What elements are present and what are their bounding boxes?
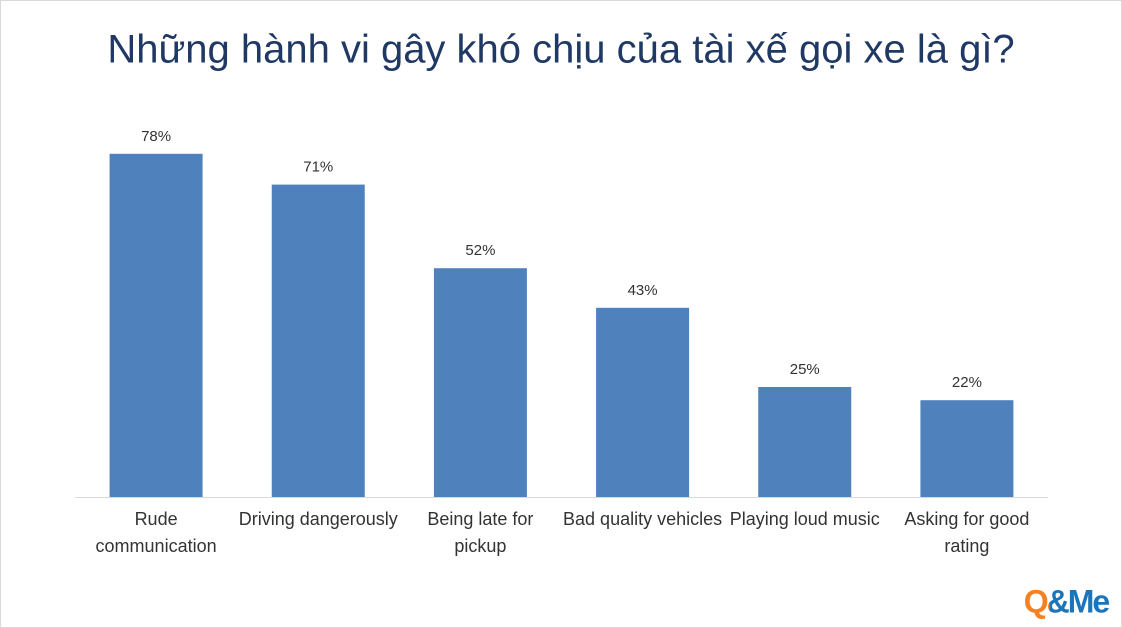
value-label: 78%	[141, 128, 171, 145]
bar	[596, 307, 690, 497]
x-tick-label: Asking for good rating	[904, 509, 1030, 556]
value-label: 52%	[465, 242, 495, 259]
bar	[271, 184, 365, 497]
x-tick-label: Bad quality vehicles	[563, 509, 723, 529]
bar	[758, 387, 852, 497]
chart-title: Những hành vi gây khó chịu của tài xế gọ…	[107, 28, 1014, 72]
logo: Q&Me	[1024, 583, 1110, 619]
bar	[433, 268, 527, 497]
value-label: 25%	[790, 361, 820, 378]
bar	[920, 400, 1014, 497]
bar	[109, 153, 203, 498]
value-label: 43%	[628, 282, 658, 299]
value-label: 71%	[303, 159, 333, 176]
x-tick-label: Being late for pickup	[427, 509, 534, 556]
x-tick-label: Driving dangerously	[238, 509, 398, 529]
x-tick-label: Playing loud music	[729, 509, 880, 529]
value-label: 22%	[952, 374, 982, 391]
x-tick-label: Rude communication	[95, 509, 217, 556]
